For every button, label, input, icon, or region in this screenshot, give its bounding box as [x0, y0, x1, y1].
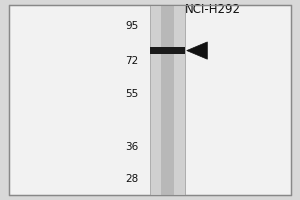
- Bar: [150, 5, 185, 195]
- Text: 95: 95: [125, 21, 138, 31]
- Text: NCI-H292: NCI-H292: [185, 3, 241, 16]
- Text: 72: 72: [125, 56, 138, 66]
- Text: 28: 28: [125, 174, 138, 184]
- Polygon shape: [187, 42, 207, 59]
- Bar: [150, 47, 185, 54]
- Text: 55: 55: [125, 89, 138, 99]
- Text: 36: 36: [125, 142, 138, 152]
- Bar: [161, 5, 174, 195]
- FancyBboxPatch shape: [9, 5, 291, 195]
